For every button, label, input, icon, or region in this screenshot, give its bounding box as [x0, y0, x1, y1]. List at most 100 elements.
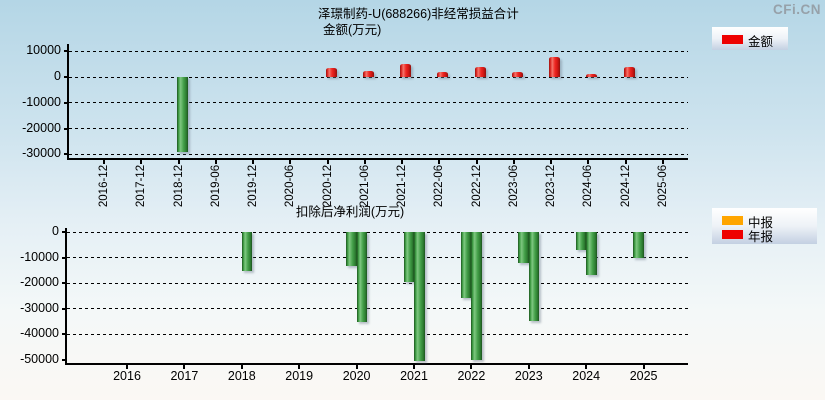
legend-label: 中报 [748, 216, 774, 230]
bar-annual-2022 [471, 232, 482, 360]
x-tick-mark [326, 158, 329, 164]
legend-swatch-icon [722, 230, 743, 239]
bar-annual-2021 [414, 232, 425, 362]
x-axis-label: 2024-12 [619, 164, 632, 208]
y-axis-label: 0 [52, 224, 59, 238]
y-axis-label: -40000 [20, 326, 59, 340]
x-tick-mark [587, 158, 590, 164]
y-axis-label: -50000 [20, 351, 59, 366]
x-tick-mark [401, 158, 403, 164]
x-axis-label: 2016-12 [98, 164, 110, 208]
bar-interim-2023 [518, 232, 529, 264]
x-tick-mark [512, 158, 515, 164]
y-axis-label: -30000 [22, 146, 61, 161]
x-tick-mark [475, 158, 478, 164]
x-axis-label: 2017-12 [135, 164, 148, 208]
x-tick-mark [585, 364, 588, 369]
gridline [67, 308, 688, 309]
bar-annual-2023 [528, 232, 540, 321]
legend-swatch-icon [722, 216, 743, 225]
bar-amount-2022-06 [437, 72, 449, 77]
x-axis-label: 2019-06 [209, 164, 222, 208]
cfi-logo: CFi.CN [773, 2, 821, 17]
gridline [67, 333, 688, 335]
x-tick-mark [177, 158, 180, 164]
x-tick-mark [214, 158, 217, 164]
y-tick-mark [62, 256, 67, 259]
x-tick-mark [140, 158, 143, 164]
x-axis-label: 2022 [457, 369, 486, 383]
legend-label: 年报 [748, 230, 774, 244]
x-tick-mark [289, 158, 292, 164]
y-axis-label: 10000 [26, 43, 61, 58]
bar-interim-2022 [460, 232, 472, 298]
x-axis-label: 2022-12 [470, 164, 483, 208]
x-tick-mark [252, 158, 254, 164]
gridline [69, 50, 688, 52]
bar-amount-2024-06 [586, 74, 598, 77]
gridline [67, 231, 688, 233]
x-axis-label: 2018 [227, 369, 256, 383]
bar-annual-2018 [241, 232, 253, 271]
y-tick-mark [62, 282, 67, 284]
bar-amount-2021-12 [400, 64, 411, 77]
x-tick-mark [642, 364, 645, 369]
x-tick-mark [355, 364, 358, 369]
x-tick-mark [413, 364, 415, 369]
bar-amount-2021-06 [362, 71, 374, 77]
x-axis-label: 2022-06 [433, 164, 446, 208]
y-tick-mark [62, 231, 67, 233]
gridline [67, 282, 688, 284]
x-tick-mark [240, 364, 243, 369]
x-axis-label: 2023-12 [545, 164, 557, 208]
x-axis-label: 2019-12 [247, 164, 259, 208]
x-axis-label: 2024-06 [582, 164, 595, 208]
y-axis-label: -20000 [20, 275, 59, 289]
x-tick-mark [126, 364, 128, 369]
x-tick-mark [438, 158, 441, 164]
x-axis-label: 2021-12 [396, 164, 408, 208]
top-chart-subtitle: 金额(万元) [323, 23, 382, 37]
bar-amount-2024-12 [623, 67, 635, 77]
bar-interim-2025 [633, 232, 644, 259]
x-axis-label: 2016 [113, 369, 141, 383]
x-tick-mark [527, 364, 530, 369]
x-tick-mark [661, 158, 664, 164]
y-axis-label: -10000 [22, 94, 61, 109]
bottom-chart-title: 扣除后净利润(万元) [295, 205, 405, 219]
y-axis-line [67, 44, 69, 160]
top-chart-title: 泽璟制药-U(688266)非经常损益合计 [318, 7, 519, 21]
x-axis-line [65, 363, 688, 365]
legend-swatch-icon [722, 35, 743, 44]
bar-annual-2024 [586, 232, 597, 276]
x-axis-label: 2023 [514, 369, 543, 383]
x-axis-label: 2019 [285, 369, 314, 383]
bar-annual-2020 [356, 232, 368, 322]
bar-interim-2020 [346, 232, 357, 267]
x-tick-mark [624, 158, 627, 164]
gridline [69, 128, 688, 129]
gridline [69, 153, 688, 155]
y-axis-label: -10000 [20, 249, 59, 264]
top-chart-legend: 金额 [712, 27, 788, 50]
y-axis-label: -30000 [20, 300, 59, 315]
y-tick-mark [64, 76, 69, 78]
x-axis-label: 2018-12 [172, 164, 185, 208]
gridline [69, 76, 688, 78]
x-axis-label: 2020-12 [321, 164, 334, 208]
y-tick-mark [62, 333, 67, 335]
y-axis-label: 0 [54, 69, 61, 83]
y-tick-mark [64, 127, 69, 130]
x-tick-mark [363, 158, 366, 164]
bar-interim-2021 [403, 232, 414, 282]
y-tick-mark [64, 50, 69, 53]
x-tick-mark [470, 364, 473, 369]
x-axis-label: 2023-06 [507, 164, 520, 208]
y-tick-mark [62, 307, 67, 310]
bar-interim-2024 [575, 232, 587, 250]
bar-amount-2023-12 [549, 57, 560, 77]
legend-label: 金额 [748, 35, 774, 49]
y-tick-mark [62, 358, 67, 361]
x-axis-label: 2020 [342, 369, 371, 383]
